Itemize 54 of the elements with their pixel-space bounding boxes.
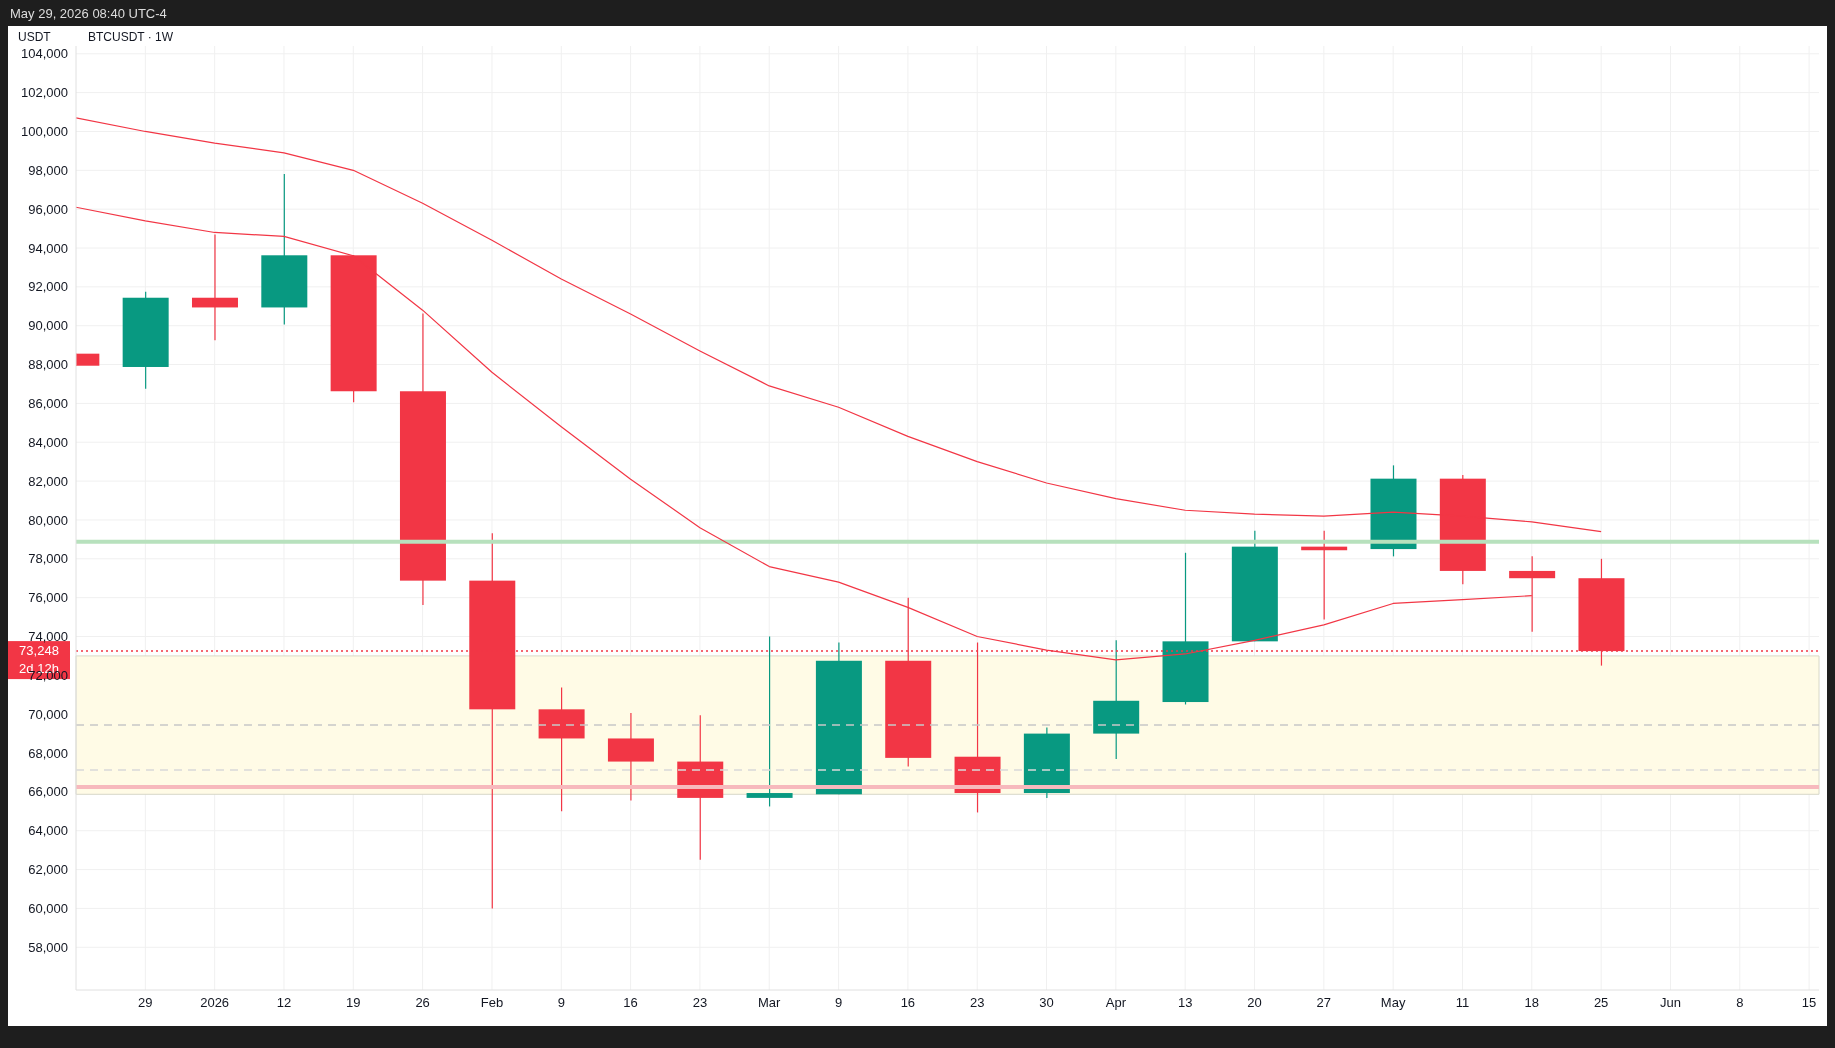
x-tick-label: 18 bbox=[1524, 995, 1540, 1011]
x-tick-label: 30 bbox=[1039, 995, 1054, 1011]
x-tick-label: 26 bbox=[415, 995, 430, 1011]
x-tick-label: 13 bbox=[1177, 995, 1193, 1011]
y-tick-label: 78,000 bbox=[28, 551, 68, 567]
x-tick-label: Mar bbox=[758, 995, 782, 1011]
x-tick-label: 23 bbox=[969, 995, 985, 1011]
y-tick-label: 104,000 bbox=[21, 46, 68, 62]
x-tick-label: 20 bbox=[1247, 995, 1262, 1011]
x-tick-label: May bbox=[1380, 995, 1406, 1011]
y-tick-label: 76,000 bbox=[28, 590, 68, 606]
ref-line-label: 73,248 bbox=[19, 643, 59, 659]
y-tick-label: 98,000 bbox=[28, 162, 68, 178]
x-tick-label: Jun bbox=[1659, 995, 1681, 1011]
x-tick-label: 9 bbox=[834, 995, 843, 1011]
y-axis-title: USDT bbox=[18, 30, 51, 44]
x-tick-label: 11 bbox=[1455, 995, 1470, 1011]
x-tick-label: 15 bbox=[1801, 995, 1817, 1011]
x-tick-label: Apr bbox=[1105, 995, 1127, 1011]
y-tick-label: 100,000 bbox=[21, 124, 68, 140]
x-tick-label: 16 bbox=[900, 995, 916, 1011]
y-tick-label: 84,000 bbox=[28, 434, 68, 450]
y-tick-label: 68,000 bbox=[28, 745, 68, 761]
y-tick-label: 62,000 bbox=[28, 862, 68, 878]
chart-title: BTCUSDT · 1W bbox=[88, 30, 174, 44]
x-tick-label: Feb bbox=[480, 995, 504, 1011]
x-tick-label: 27 bbox=[1316, 995, 1332, 1011]
x-tick-label: 19 bbox=[346, 995, 361, 1011]
y-tick-label: 58,000 bbox=[28, 939, 68, 955]
candlestick bbox=[746, 635, 793, 808]
x-tick-label: 29 bbox=[138, 995, 153, 1011]
y-tick-label: 80,000 bbox=[28, 512, 68, 528]
x-tick-label: 8 bbox=[1736, 995, 1744, 1011]
y-tick-label: 74,000 bbox=[28, 629, 68, 645]
text: May 29, 2026 08:40 UTC-4 bbox=[10, 6, 167, 21]
y-tick-label: 92,000 bbox=[28, 279, 68, 295]
x-tick-label: 9 bbox=[557, 995, 565, 1011]
x-tick-label: 23 bbox=[692, 995, 708, 1011]
y-tick-label: 102,000 bbox=[21, 85, 68, 101]
x-tick-label: 16 bbox=[623, 995, 638, 1011]
y-tick-label: 64,000 bbox=[28, 823, 68, 839]
x-tick-label: 2026 bbox=[200, 995, 230, 1011]
y-tick-label: 90,000 bbox=[28, 318, 68, 334]
y-tick-label: 66,000 bbox=[28, 784, 68, 800]
y-tick-label: 82,000 bbox=[28, 473, 68, 489]
y-tick-label: 88,000 bbox=[28, 357, 68, 373]
x-tick-label: 12 bbox=[276, 995, 292, 1011]
y-tick-label: 94,000 bbox=[28, 240, 68, 256]
y-tick-label: 96,000 bbox=[28, 201, 68, 217]
y-tick-label: 60,000 bbox=[28, 901, 68, 917]
y-tick-label: 70,000 bbox=[28, 706, 68, 722]
x-tick-label: 25 bbox=[1593, 995, 1609, 1011]
candlestick bbox=[191, 234, 238, 341]
y-tick-label: 86,000 bbox=[28, 396, 68, 412]
